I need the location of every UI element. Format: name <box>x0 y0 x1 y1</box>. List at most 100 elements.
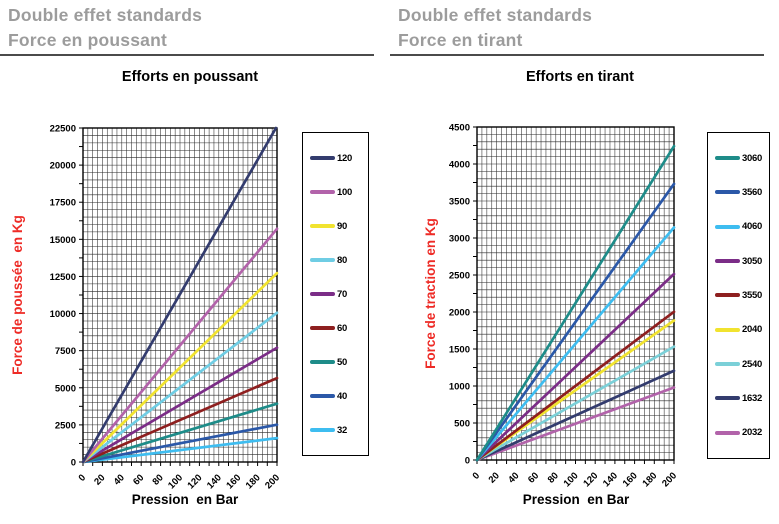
legend-swatch <box>310 326 335 330</box>
legend-label: 1632 <box>742 392 762 404</box>
x-tick-label: 160 <box>224 472 243 491</box>
header-divider <box>390 54 764 56</box>
x-axis-title: Pression en Bar <box>131 492 239 507</box>
header-line1: Double effet standards <box>398 5 593 25</box>
x-tick-label: 20 <box>92 472 107 487</box>
x-tick-label: 0 <box>77 472 89 484</box>
legend-item: 3560 <box>715 187 769 198</box>
legend-item: 4060 <box>715 221 769 232</box>
legend-swatch <box>310 428 335 432</box>
x-tick-label: 80 <box>546 470 561 485</box>
x-tick-label: 80 <box>150 472 165 487</box>
panel-tirant: Double effet standards Force en tirant E… <box>390 0 779 524</box>
legend-item: 50 <box>310 357 368 368</box>
legend-box: 3060 3560 4060 3050 3550 2040 2540 1632 2032 <box>707 132 770 459</box>
legend-item: 60 <box>310 323 368 334</box>
legend-swatch <box>715 156 740 161</box>
legend-label: 3050 <box>742 255 762 267</box>
x-tick-label: 160 <box>621 470 640 489</box>
legend-item: 40 <box>310 391 368 402</box>
y-tick-label: 10000 <box>50 309 76 320</box>
chart-plot-tirant: 0 20 40 60 80 100 120 140 160 180 2000500100015002… <box>423 123 679 490</box>
series-line-90 <box>81 271 279 464</box>
legend-item: 2032 <box>715 427 769 438</box>
x-tick-label: 40 <box>506 470 521 485</box>
legend-swatch <box>715 224 740 229</box>
legend-item: 120 <box>310 153 368 164</box>
x-axis-title: Pression en Bar <box>522 492 630 507</box>
x-tick-label: 200 <box>263 472 282 491</box>
legend-swatch <box>310 360 335 364</box>
x-tick-label: 120 <box>186 472 205 491</box>
legend-item: 2540 <box>715 359 769 370</box>
legend-label: 90 <box>337 220 347 232</box>
chart-title: Efforts en tirant <box>526 69 634 85</box>
y-tick-label: 2500 <box>449 271 470 282</box>
y-tick-label: 7500 <box>55 346 76 357</box>
x-tick-label: 60 <box>526 470 541 485</box>
x-tick-label: 140 <box>601 470 620 489</box>
legend-label: 100 <box>337 186 352 198</box>
legend-item: 100 <box>310 187 368 198</box>
legend-box: 120 100 90 80 70 60 50 40 32 <box>302 132 369 456</box>
header-line2: Force en poussant <box>8 30 167 50</box>
legend-swatch <box>715 396 740 401</box>
legend-item: 32 <box>310 425 368 436</box>
x-tick-label: 100 <box>166 472 185 491</box>
y-axis-title: Force de traction en Kg <box>423 218 438 369</box>
series-line-2540 <box>475 345 676 462</box>
legend-swatch <box>310 394 335 398</box>
x-tick-label: 180 <box>244 472 263 491</box>
y-tick-label: 2000 <box>449 308 470 319</box>
y-tick-label: 15000 <box>50 235 76 246</box>
legend-label: 3560 <box>742 186 762 198</box>
legend-label: 3060 <box>742 152 762 164</box>
y-tick-label: 3500 <box>449 197 470 208</box>
y-tick-label: 5000 <box>55 383 76 394</box>
legend-swatch <box>715 259 740 264</box>
legend-swatch <box>715 327 740 332</box>
legend-label: 60 <box>337 322 347 334</box>
legend-label: 2032 <box>742 427 762 439</box>
header-line1: Double effet standards <box>8 5 203 25</box>
legend-swatch <box>310 190 335 194</box>
header-divider <box>0 54 374 56</box>
series-line-3550 <box>475 310 676 462</box>
y-axis-title: Force de poussée en Kg <box>10 215 25 375</box>
x-tick-label: 40 <box>112 472 127 487</box>
legend-item: 3550 <box>715 290 769 301</box>
series-line-4060 <box>475 226 676 462</box>
legend-label: 32 <box>337 424 347 436</box>
chart-title: Efforts en poussant <box>121 69 259 85</box>
legend-label: 70 <box>337 288 347 300</box>
legend-swatch <box>310 156 335 160</box>
legend-swatch <box>310 258 335 262</box>
legend-swatch <box>715 293 740 298</box>
series-line-2032 <box>475 386 676 462</box>
legend-label: 2540 <box>742 358 762 370</box>
x-tick-label: 20 <box>487 470 502 485</box>
x-tick-label: 180 <box>640 470 659 489</box>
chart-plot-poussant: 0 20 40 60 80 100 120 140 160 180 2000250050007500… <box>10 124 282 492</box>
y-tick-label: 0 <box>465 456 470 467</box>
series-line-40 <box>81 423 279 464</box>
legend-item: 80 <box>310 255 368 266</box>
y-tick-label: 500 <box>454 419 470 430</box>
legend-item: 3050 <box>715 256 769 267</box>
series-line-3050 <box>475 272 676 462</box>
series-line-50 <box>81 402 279 464</box>
x-tick-label: 0 <box>471 470 483 482</box>
legend-label: 120 <box>337 152 352 164</box>
series-line-70 <box>81 346 279 464</box>
legend-label: 80 <box>337 254 347 266</box>
x-tick-label: 120 <box>581 470 600 489</box>
y-tick-label: 20000 <box>50 161 76 172</box>
y-tick-label: 0 <box>71 458 76 469</box>
legend-label: 3550 <box>742 289 762 301</box>
y-tick-label: 2500 <box>55 420 76 431</box>
series-line-32 <box>81 436 279 464</box>
legend-swatch <box>310 292 335 296</box>
legend-item: 3060 <box>715 153 769 164</box>
legend-swatch <box>715 430 740 435</box>
panel-header: Double effet standards Force en tirant <box>398 3 592 53</box>
